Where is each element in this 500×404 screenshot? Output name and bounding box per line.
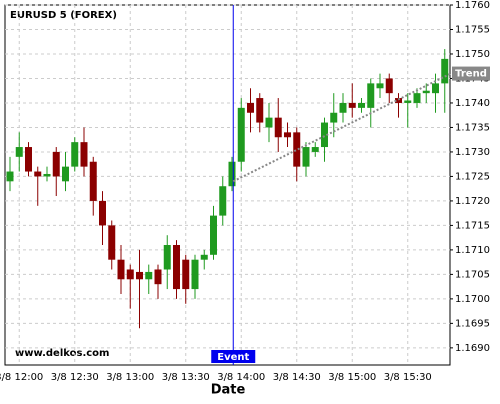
event-box bbox=[211, 350, 256, 363]
y-tick-label: 1.1725 bbox=[455, 171, 490, 182]
x-tick-label: 3/8 13:00 bbox=[106, 372, 154, 383]
candle-body bbox=[247, 102, 254, 113]
candle-body bbox=[191, 259, 199, 290]
trend-box bbox=[452, 66, 490, 81]
candle-body bbox=[441, 58, 449, 84]
y-tick-label: 1.1690 bbox=[455, 343, 490, 354]
candle-body bbox=[80, 142, 88, 167]
x-tick-label: 3/8 15:30 bbox=[384, 372, 432, 383]
candle-body bbox=[293, 132, 301, 167]
candle-body bbox=[404, 100, 412, 103]
candle-body bbox=[422, 90, 430, 94]
candle-body bbox=[163, 245, 171, 270]
candle-body bbox=[256, 98, 264, 123]
candle-body bbox=[219, 186, 227, 216]
y-tick-label: 1.1715 bbox=[455, 220, 490, 231]
candle-body bbox=[284, 132, 291, 138]
candle-body bbox=[413, 93, 421, 103]
candle-body bbox=[348, 102, 356, 108]
candle-body bbox=[126, 269, 134, 280]
candle-body bbox=[237, 107, 245, 162]
x-tick-label: 3/8 15:00 bbox=[328, 372, 376, 383]
candle-body bbox=[385, 78, 393, 94]
x-tick-label: 3/8 14:00 bbox=[217, 372, 265, 383]
candle-body bbox=[182, 259, 190, 290]
trend-line bbox=[232, 72, 452, 183]
y-tick-label: 1.1705 bbox=[455, 269, 490, 280]
x-axis-label: Date bbox=[211, 383, 246, 398]
chart-title: EURUSD 5 (FOREX) bbox=[10, 10, 117, 21]
candle-body bbox=[274, 117, 282, 138]
y-tick-label: 1.1750 bbox=[455, 49, 490, 60]
candle-body bbox=[302, 147, 310, 167]
candle-body bbox=[15, 147, 23, 157]
candle-body bbox=[89, 161, 97, 201]
candle-body bbox=[71, 142, 79, 167]
y-tick-label: 1.1730 bbox=[455, 147, 490, 158]
candle-body bbox=[376, 83, 384, 89]
candle-body bbox=[358, 102, 365, 108]
candle-body bbox=[117, 259, 125, 280]
candle-body bbox=[330, 112, 338, 123]
candle-body bbox=[228, 161, 236, 187]
candle-body bbox=[210, 215, 217, 255]
x-tick-label: 3/8 13:30 bbox=[162, 372, 210, 383]
candle-body bbox=[52, 151, 60, 177]
x-tick-label: 3/8 12:30 bbox=[51, 372, 99, 383]
candle-body bbox=[43, 173, 51, 177]
candle-body bbox=[108, 225, 116, 260]
y-tick-label: 1.1710 bbox=[455, 245, 490, 256]
candle-body bbox=[34, 171, 42, 177]
candle-body bbox=[339, 102, 347, 113]
candle-body bbox=[432, 83, 439, 94]
candle-body bbox=[25, 147, 32, 172]
candle-body bbox=[62, 166, 69, 182]
x-tick-label: 3/8 12:00 bbox=[0, 372, 43, 383]
y-tick-label: 1.1720 bbox=[455, 196, 490, 207]
y-tick-label: 1.1755 bbox=[455, 24, 490, 35]
candle-body bbox=[200, 254, 208, 260]
candle-body bbox=[173, 245, 180, 290]
candle-body bbox=[154, 269, 162, 285]
candle-body bbox=[311, 147, 319, 152]
candle-body bbox=[395, 98, 402, 103]
candle-body bbox=[265, 117, 273, 128]
y-tick-label: 1.1760 bbox=[455, 0, 490, 11]
candle-body bbox=[6, 171, 14, 182]
x-tick-label: 3/8 14:30 bbox=[273, 372, 321, 383]
y-tick-label: 1.1740 bbox=[455, 98, 490, 109]
event-label: Event bbox=[217, 352, 249, 363]
plot-area bbox=[4, 4, 451, 366]
candle-body bbox=[321, 122, 328, 148]
candle-body bbox=[99, 200, 106, 226]
y-tick-label: 1.1700 bbox=[455, 294, 490, 305]
y-tick-label: 1.1735 bbox=[455, 122, 490, 133]
trend-label: Trend bbox=[455, 69, 487, 80]
candle-body bbox=[145, 271, 153, 280]
y-tick-label: 1.1695 bbox=[455, 318, 490, 329]
candle-body bbox=[136, 271, 143, 280]
candle-body bbox=[367, 83, 375, 108]
watermark: www.delkos.com bbox=[15, 348, 109, 359]
